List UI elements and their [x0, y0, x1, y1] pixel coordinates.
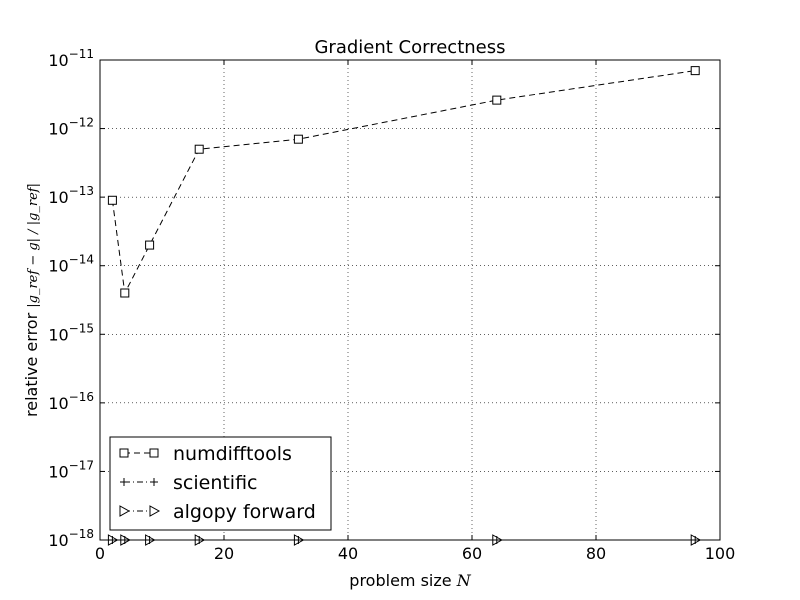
y-tick-label: 10−18 — [48, 527, 94, 550]
y-axis-label: relative error |g_ref − g| / |g_ref| — [22, 183, 41, 417]
x-axis-label: problem size N — [349, 571, 471, 590]
x-tick-label: 100 — [705, 544, 736, 563]
y-tick-label: 10−12 — [48, 116, 94, 139]
legend-marker-scientific — [150, 478, 158, 486]
y-tick-label: 10−13 — [48, 184, 94, 207]
x-tick-label: 20 — [214, 544, 234, 563]
chart-title: Gradient Correctness — [314, 37, 505, 58]
data-point-numdifftools — [145, 240, 155, 250]
legend-marker-numdifftools — [149, 448, 159, 458]
y-tick-label: 10−11 — [48, 47, 94, 70]
grid — [100, 60, 720, 540]
y-tick-label: 10−16 — [48, 390, 94, 413]
series-line-numdifftools — [111, 70, 696, 295]
y-tick-label: 10−14 — [48, 253, 94, 276]
legend-label-scientific: scientific — [173, 472, 258, 494]
data-point-numdifftools — [194, 144, 204, 154]
legend: numdifftools scientific algopy forward — [109, 436, 332, 531]
x-tick-label: 0 — [95, 544, 105, 563]
legend-marker-algopy-forward — [149, 505, 161, 517]
data-point-numdifftools — [107, 195, 117, 205]
series-numdifftools — [107, 66, 700, 298]
legend-marker-algopy-forward — [119, 505, 131, 517]
legend-label-algopy-forward: algopy forward — [173, 501, 316, 523]
x-tick-label: 60 — [462, 544, 482, 563]
data-point-numdifftools — [492, 95, 502, 105]
y-tick-label: 10−17 — [48, 458, 94, 481]
data-point-numdifftools — [293, 134, 303, 144]
plot-frame — [99, 59, 721, 541]
y-tick-label: 10−15 — [48, 321, 94, 344]
legend-marker-numdifftools — [119, 448, 129, 458]
x-tick-label: 80 — [586, 544, 606, 563]
ticks: 0 20 40 60 80 100 10−18 10−17 10−16 10−15 10−14 10−… — [48, 47, 735, 563]
x-tick-label: 40 — [338, 544, 358, 563]
data-point-numdifftools — [120, 288, 130, 298]
legend-label-numdifftools: numdifftools — [173, 443, 292, 465]
data-point-numdifftools — [690, 66, 700, 76]
legend-marker-scientific — [120, 478, 128, 486]
